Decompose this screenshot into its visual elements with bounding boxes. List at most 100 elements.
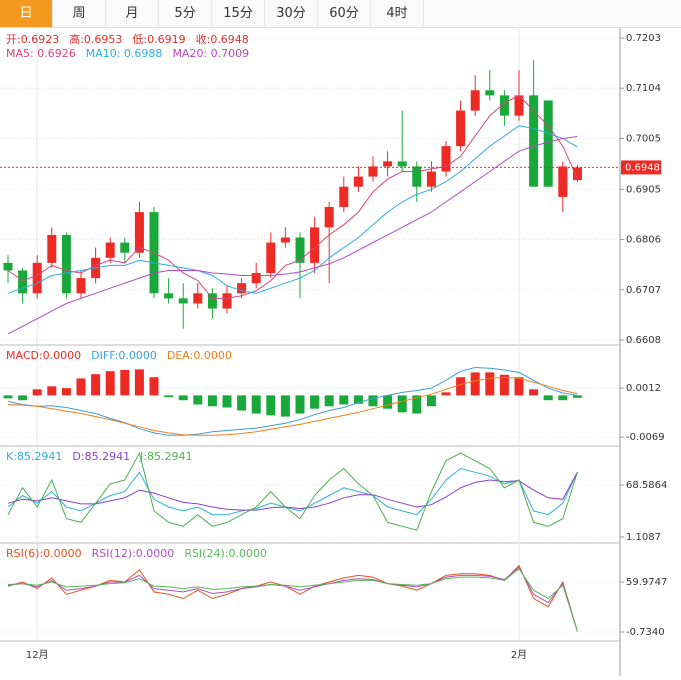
candle-body	[120, 242, 130, 253]
y-tick-label: 0.6806	[626, 235, 661, 246]
macd-bar	[251, 395, 261, 414]
candle-body	[193, 293, 203, 304]
x-tick-label: 2月	[511, 649, 527, 661]
macd-bar	[339, 395, 349, 405]
y-tick-label: -0.7340	[626, 627, 665, 638]
candle-body	[514, 95, 524, 116]
y-tick-label: 1.1087	[626, 532, 661, 543]
indicator-line	[7, 471, 578, 511]
tab[interactable]: 5分	[159, 0, 212, 27]
macd-bar	[485, 372, 495, 396]
macd-bar	[280, 395, 290, 417]
macd-bar	[32, 389, 42, 396]
macd-bar	[134, 369, 144, 396]
macd-bar	[18, 395, 28, 401]
legend-entry: DIFF:0.0000	[91, 349, 157, 362]
macd-bar	[499, 374, 509, 396]
candle-body	[47, 234, 57, 263]
candle-body	[32, 262, 42, 294]
macd-bar	[193, 395, 203, 405]
macd-bar	[295, 395, 305, 414]
header-value: 低:0.6919	[132, 33, 185, 46]
tab[interactable]: 月	[106, 0, 159, 27]
macd-bar	[237, 395, 247, 411]
y-tick-label: 0.7104	[626, 83, 661, 94]
candle-body	[339, 186, 349, 208]
header-value: 收:0.6948	[196, 32, 249, 46]
indicator-line	[7, 467, 578, 516]
legend-entry: RSI(12):0.0000	[92, 547, 175, 560]
legend-entry: MA20: 0.7009	[172, 47, 249, 60]
candle-body	[164, 293, 174, 299]
tab[interactable]: 60分	[318, 0, 371, 27]
tab[interactable]: 15分	[212, 0, 265, 27]
tab-bar: 日周月 5分 15分 30分 60分 4时	[0, 0, 681, 28]
y-tick-label: 0.6707	[626, 285, 661, 296]
macd-bar	[470, 372, 480, 396]
indicator-line	[7, 94, 578, 299]
x-tick-label: 12月	[26, 649, 49, 661]
tab[interactable]: 4时	[371, 0, 424, 27]
indicator-line	[7, 136, 578, 335]
candle-body	[207, 293, 217, 309]
y-tick-label: 68.5864	[626, 480, 667, 491]
macd-bar	[91, 374, 101, 396]
last-price-box	[621, 160, 661, 175]
indicator-line	[7, 376, 578, 436]
y-tick-label: 0.7203	[626, 33, 661, 44]
macd-bar	[412, 395, 422, 414]
candle-body	[61, 234, 71, 294]
header-value: 开:0.6923	[6, 33, 59, 46]
candle-body	[76, 278, 86, 294]
legend-entry: D:85.2941	[72, 450, 130, 463]
legend-entry: RSI(24):0.0000	[184, 547, 267, 560]
macd-bar	[120, 369, 130, 396]
legend-entry: J:85.2941	[139, 450, 192, 463]
candle-body	[222, 293, 232, 309]
y-tick-label: 0.6608	[626, 335, 661, 346]
y-tick-label: -0.0069	[626, 432, 665, 443]
macd-bar	[456, 377, 466, 396]
candle-body	[251, 273, 261, 284]
legend-entry: MA5: 0.6926	[6, 47, 76, 60]
tab[interactable]: 周	[53, 0, 106, 27]
indicator-line	[7, 451, 578, 531]
macd-bar	[514, 377, 524, 396]
macd-bar	[324, 395, 334, 407]
indicator-line	[7, 564, 578, 632]
macd-bar	[558, 395, 568, 401]
candle-body	[529, 95, 539, 187]
legend-entry: MACD:0.0000	[6, 349, 81, 362]
candle-body	[18, 270, 28, 294]
macd-bar	[543, 395, 553, 401]
legend-entry: RSI(6):0.0000	[6, 547, 82, 560]
macd-bar	[207, 395, 217, 407]
macd-bar	[178, 395, 188, 401]
macd-bar	[222, 395, 232, 408]
tab[interactable]: 30分	[265, 0, 318, 27]
candle-body	[572, 167, 582, 181]
candle-body	[105, 242, 115, 258]
macd-bar	[441, 392, 451, 396]
macd-bar	[397, 395, 407, 413]
candle-body	[383, 161, 393, 167]
legend-entry: K:85.2941	[6, 450, 62, 463]
macd-bar	[383, 395, 393, 409]
indicator-line	[7, 566, 578, 632]
legend-entry: DEA:0.0000	[167, 349, 232, 362]
candle-body	[280, 237, 290, 243]
candle-body	[470, 90, 480, 111]
tab[interactable]: 日	[0, 0, 53, 27]
candle-body	[3, 262, 13, 271]
candle-body	[368, 166, 378, 177]
candle-body	[353, 176, 363, 187]
y-tick-label: 0.0012	[626, 383, 661, 394]
macd-bar	[164, 395, 174, 398]
candle-body	[412, 166, 422, 187]
candle-body	[295, 237, 305, 263]
legend-entry: MA10: 0.6988	[86, 47, 163, 60]
macd-bar	[368, 395, 378, 407]
candle-body	[397, 161, 407, 167]
macd-bar	[76, 378, 86, 396]
indicator-line	[7, 366, 578, 436]
